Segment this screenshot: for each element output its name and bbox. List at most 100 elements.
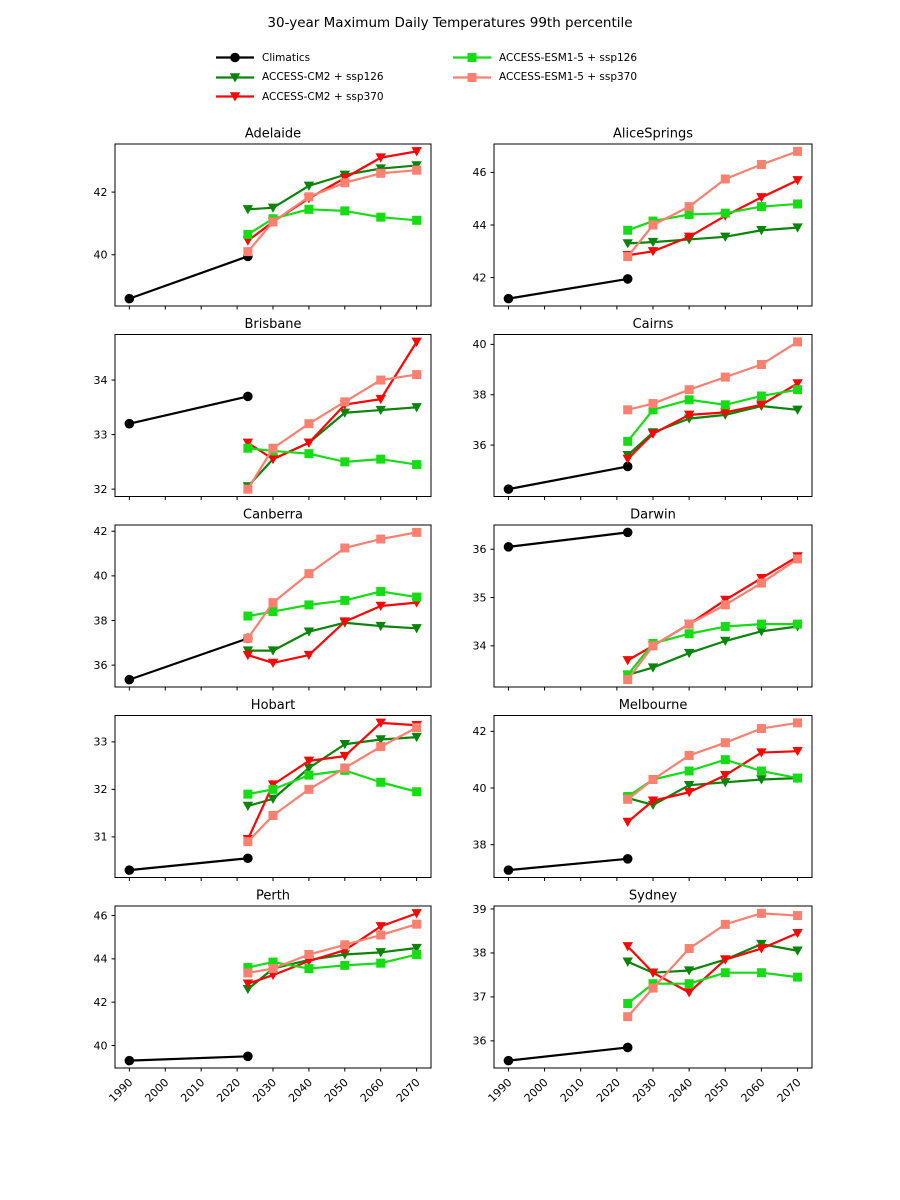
series-esm_ssp370-line	[627, 721, 798, 801]
series-esm_ssp126-marker	[684, 766, 694, 776]
series-cm2_ssp126-marker	[683, 648, 695, 659]
x-tick-label: 2020	[594, 1076, 623, 1105]
series-cm2_ssp370-marker	[303, 438, 315, 448]
legend-marker-climatics	[230, 52, 240, 63]
series-esm_ssp126-marker	[243, 611, 253, 621]
subplot-title: Hobart	[251, 698, 295, 713]
series-cm2_ssp370-marker	[267, 658, 279, 668]
series-climatics-line	[129, 857, 248, 872]
series-esm_ssp370-marker	[304, 950, 314, 960]
series-esm_ssp370-marker	[793, 911, 803, 921]
series-cm2_ssp126-marker	[622, 957, 633, 967]
subplot-title: Sydney	[629, 889, 677, 904]
series-esm_ssp126-marker	[412, 950, 422, 960]
x-tick-label: 2000	[522, 1076, 551, 1105]
series-cm2_ssp126-marker	[339, 740, 351, 750]
x-tick-label: 2010	[178, 1076, 207, 1105]
series-esm_ssp126-marker	[376, 212, 386, 222]
series-esm_ssp126-marker	[720, 400, 730, 410]
series-cm2_ssp370-marker	[303, 650, 315, 661]
series-esm_ssp126-marker	[623, 225, 633, 235]
series-esm_ssp370-marker	[340, 543, 350, 553]
series-cm2_ssp126-marker	[303, 627, 315, 637]
series-esm_ssp370-line	[626, 150, 798, 258]
series-esm_ssp126-marker	[793, 619, 803, 629]
series-esm_ssp126-marker	[756, 766, 766, 776]
x-tick-label: 2040	[666, 1076, 695, 1105]
legend-column-2: ACCESS-ESM1-5 + ssp126 ACCESS-ESM1-5 + ss…	[452, 48, 637, 87]
series-cm2_ssp126-line	[627, 943, 798, 974]
series-cm2_ssp370-marker	[339, 751, 351, 762]
subplot-adelaide: Adelaide 40 42	[94, 127, 432, 310]
series-cm2_ssp370-marker	[375, 718, 386, 728]
subplot-perth: Perth 40 42 44 46 1990 2000 2010 2020 2030 2040 205…	[94, 889, 432, 1105]
series-esm_ssp370-marker	[340, 397, 350, 407]
series-cm2_ssp126-line	[247, 736, 417, 808]
subplot-darwin: Darwin 34 35 36	[473, 508, 813, 691]
series-cm2_ssp126-marker	[756, 775, 767, 785]
series-esm_ssp370-marker	[648, 775, 658, 785]
series-esm_ssp126-marker	[684, 209, 694, 219]
y-tick-label: 34	[94, 374, 108, 387]
x-tick-label: 2000	[142, 1076, 171, 1105]
series-esm_ssp370-marker	[376, 742, 386, 752]
series-cm2_ssp370-marker	[622, 454, 633, 464]
series-cm2_ssp370-marker	[622, 656, 633, 666]
series-cm2_ssp126-marker	[647, 237, 659, 248]
series-climatics-marker	[503, 484, 514, 494]
series-cm2_ssp126-marker	[647, 663, 659, 673]
series-climatics-marker	[622, 527, 633, 538]
subplot-title: Darwin	[630, 508, 676, 523]
series-cm2_ssp126-marker	[267, 646, 279, 656]
series-esm_ssp126-marker	[243, 229, 253, 239]
series-esm_ssp370-marker	[648, 399, 658, 409]
series-esm_ssp370-marker	[756, 908, 766, 918]
legend-marker-esm_ssp126	[467, 53, 477, 63]
series-esm_ssp126-marker	[243, 789, 253, 799]
series-esm_ssp370-marker	[412, 370, 422, 380]
series-cm2_ssp126-line	[626, 404, 798, 456]
series-cm2_ssp126-marker	[683, 966, 695, 976]
series-esm_ssp370-marker	[268, 811, 278, 821]
series-esm_ssp126-marker	[304, 770, 314, 780]
series-esm_ssp126-marker	[720, 968, 730, 978]
series-esm_ssp370-marker	[720, 738, 730, 748]
subplot-melbourne: Melbourne 38 40 42	[473, 698, 813, 881]
series-esm_ssp370-marker	[376, 168, 386, 178]
legend-marker-cm2_ssp126	[229, 73, 241, 83]
series-esm_ssp370-marker	[376, 375, 386, 385]
series-cm2_ssp370-marker	[242, 979, 254, 989]
subplot-title: Brisbane	[244, 317, 301, 332]
y-tick-label: 46	[94, 909, 108, 922]
series-cm2_ssp126-marker	[375, 735, 386, 745]
series-esm_ssp126-marker	[756, 968, 766, 978]
series-esm_ssp126-line	[626, 388, 798, 442]
series-esm_ssp370-marker	[684, 944, 694, 954]
series-cm2_ssp126-marker	[303, 181, 315, 191]
series-cm2_ssp370-marker	[756, 944, 767, 954]
series-cm2_ssp126-marker	[720, 778, 731, 788]
plot-border	[493, 334, 813, 497]
y-tick-label: 33	[94, 428, 108, 441]
series-esm_ssp370-marker	[756, 578, 766, 588]
subplot-alicesprings: AliceSprings 42 44 46	[473, 127, 813, 310]
legend-marker-climatics-icon	[216, 52, 254, 63]
y-tick-label: 40	[473, 338, 487, 351]
series-climatics-marker	[243, 853, 253, 864]
series-esm_ssp126-marker	[376, 586, 386, 596]
series-esm_ssp126-marker	[720, 622, 730, 632]
series-esm_ssp370-marker	[756, 360, 766, 370]
series-cm2_ssp370-line	[626, 932, 798, 994]
series-cm2_ssp126-marker	[792, 946, 803, 956]
series-cm2_ssp370-line	[247, 601, 417, 665]
series-esm_ssp126-marker	[684, 395, 694, 405]
legend-label-cm2_ssp126: ACCESS-CM2 + ssp126	[262, 71, 384, 84]
series-cm2_ssp126-marker	[411, 403, 422, 413]
series-esm_ssp126-marker	[412, 787, 422, 797]
series-esm_ssp126-marker	[376, 958, 386, 968]
y-tick-label: 38	[94, 614, 108, 627]
x-tick-label: 2030	[630, 1076, 659, 1105]
series-esm_ssp126-marker	[340, 457, 350, 467]
legend-marker-esm_ssp370-icon	[453, 72, 491, 82]
